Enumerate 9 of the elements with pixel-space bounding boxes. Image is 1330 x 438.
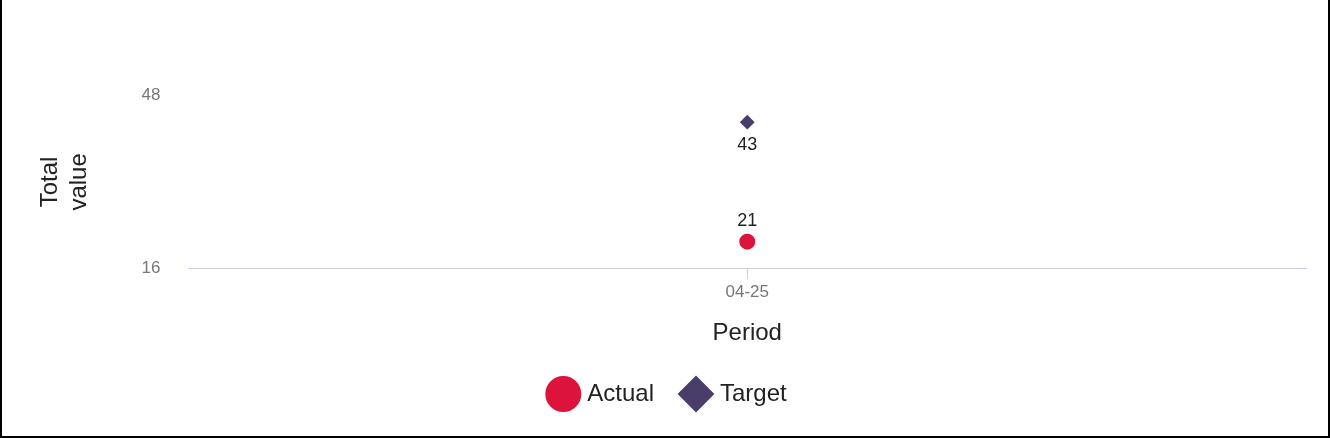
legend-label: Actual <box>587 378 654 406</box>
x-axis-title: Period <box>712 318 782 346</box>
y-tick-label: 16 <box>141 258 161 278</box>
data-label: 43 <box>737 134 758 155</box>
data-label: 21 <box>737 209 758 230</box>
y-axis-title: Total value <box>35 153 91 211</box>
legend-label: Target <box>720 378 788 406</box>
y-tick-label: 48 <box>141 84 161 104</box>
x-tick-label: 04-25 <box>725 281 769 301</box>
